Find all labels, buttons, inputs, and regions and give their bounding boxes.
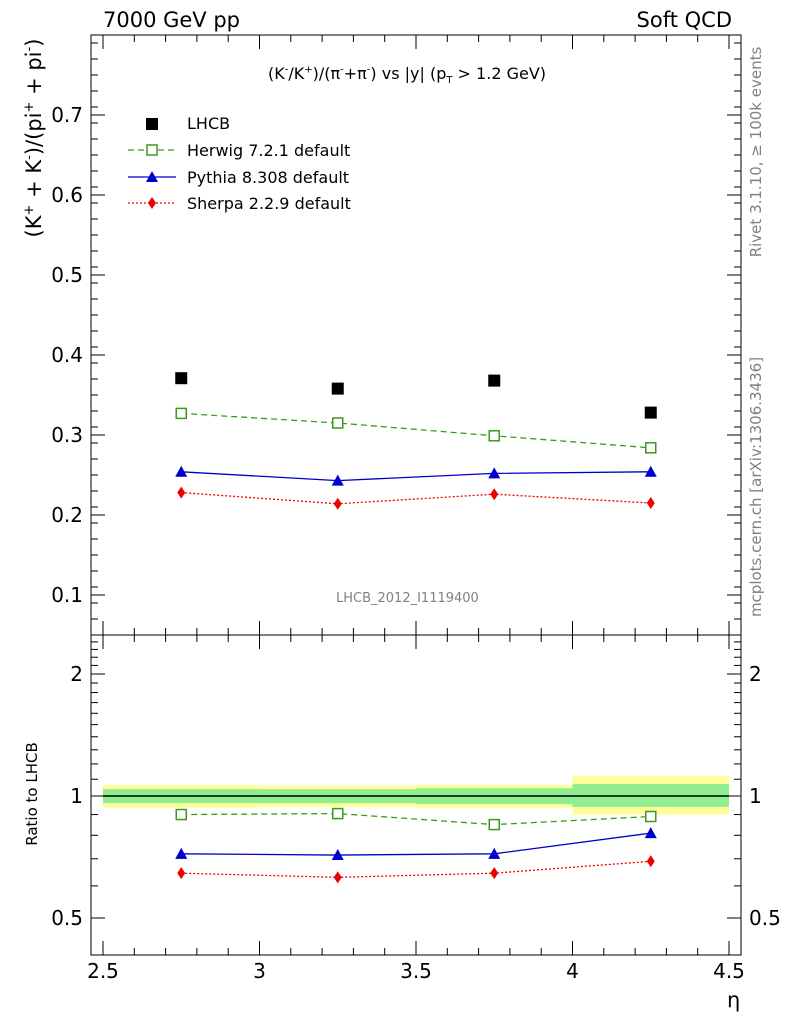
- ratio-y-tick-label: 0.5: [51, 906, 83, 930]
- legend-marks: [128, 118, 176, 209]
- main-data-point: [175, 465, 188, 477]
- legend-label-sherpa: Sherpa 2.2.9 default: [187, 194, 351, 213]
- ratio-y-tick-label-right: 2: [749, 662, 762, 686]
- ratio-panel: 0.5 0.5 1 1 2 2 2.5 3 3.5 4 4.5: [51, 634, 781, 983]
- main-y-tick-label: 0.6: [51, 183, 83, 207]
- ratio-data-point: [175, 808, 187, 821]
- main-series-line-2: [181, 471, 651, 482]
- main-y-tick-label: 0.7: [51, 103, 83, 127]
- main-frame: [90, 34, 742, 636]
- ratio-data-point: [490, 867, 499, 880]
- main-data-point: [177, 486, 186, 499]
- main-data-point: [646, 497, 655, 509]
- main-data-point: [175, 407, 187, 420]
- main-data-point: [488, 374, 501, 387]
- analysis-watermark: LHCB_2012_I1119400: [336, 591, 479, 606]
- main-y-tick-label: 0.3: [51, 423, 83, 447]
- ratio-data-point: [644, 827, 657, 839]
- ratio-series-line-0: [181, 812, 651, 826]
- legend-marker: [146, 144, 158, 156]
- main-data-point: [644, 465, 657, 477]
- main-series-line-1: [181, 412, 651, 449]
- main-data-point: [488, 467, 501, 479]
- legend-label-lhcb: LHCB: [187, 114, 231, 133]
- main-data-point: [488, 430, 500, 442]
- ratio-series-line-2: [181, 860, 651, 878]
- ratio-data-point: [332, 807, 344, 820]
- ratio-y-tick-label-right: 1: [749, 784, 762, 808]
- header-right: Soft QCD: [636, 8, 732, 32]
- header-left: 7000 GeV pp: [103, 8, 241, 32]
- ratio-y-tick-label-right: 0.5: [749, 906, 781, 930]
- legend-label-herwig: Herwig 7.2.1 default: [187, 141, 351, 160]
- legend-marker: [146, 118, 158, 130]
- ratio-data-point: [175, 847, 188, 859]
- ratio-data-point: [646, 855, 655, 868]
- main-data-point: [175, 372, 188, 385]
- ratio-data-point: [488, 847, 501, 859]
- legend-marker: [146, 171, 158, 182]
- x-tick-label: 3: [253, 959, 266, 983]
- ratio-data-point: [331, 849, 344, 861]
- main-data-point: [331, 382, 344, 395]
- main-data-point: [644, 406, 657, 419]
- main-series-line-3: [181, 491, 651, 505]
- main-y-tick-label: 0.5: [51, 263, 83, 287]
- main-data-point: [333, 497, 342, 510]
- main-data-point: [332, 417, 344, 429]
- ratio-data-point: [333, 871, 342, 884]
- main-y-tick-label: 0.2: [51, 503, 83, 527]
- x-axis-label: η: [727, 988, 741, 1012]
- x-tick-label: 4.5: [713, 959, 745, 983]
- main-data-point: [645, 442, 657, 454]
- ratio-data-point: [488, 818, 500, 831]
- main-data-point: [331, 474, 344, 486]
- legend-label-pythia: Pythia 8.308 default: [187, 168, 350, 187]
- ratio-series-line-1: [181, 832, 651, 856]
- ratio-y-tick-label: 2: [70, 662, 83, 686]
- ratio-data-point: [177, 867, 186, 880]
- main-plot-title: (K-/K+)/(π-+π-) vs |y| (pT > 1.2 GeV): [268, 64, 547, 87]
- legend-marker: [148, 197, 156, 209]
- x-tick-label: 2.5: [87, 959, 119, 983]
- main-y-tick-label: 0.4: [51, 343, 83, 367]
- ratio-data-point: [645, 810, 657, 823]
- x-tick-label: 3.5: [400, 959, 432, 983]
- x-tick-label: 4: [566, 959, 579, 983]
- main-data-point: [490, 488, 499, 501]
- main-y-tick-label: 0.1: [51, 583, 83, 607]
- ratio-y-tick-label: 1: [70, 784, 83, 808]
